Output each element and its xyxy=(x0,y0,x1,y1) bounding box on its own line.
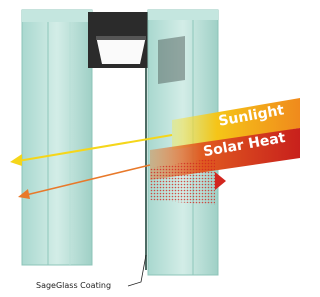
diagram: Sunlight Solar Heat SageGlass Coating xyxy=(0,0,308,297)
coating-label: SageGlass Coating xyxy=(36,281,111,290)
page: Sunlight Solar Heat SageGlass Coating ((… xyxy=(0,0,308,297)
coating-leader xyxy=(128,255,146,286)
spacer-frame xyxy=(88,12,152,68)
left-glass-pane xyxy=(22,10,92,265)
